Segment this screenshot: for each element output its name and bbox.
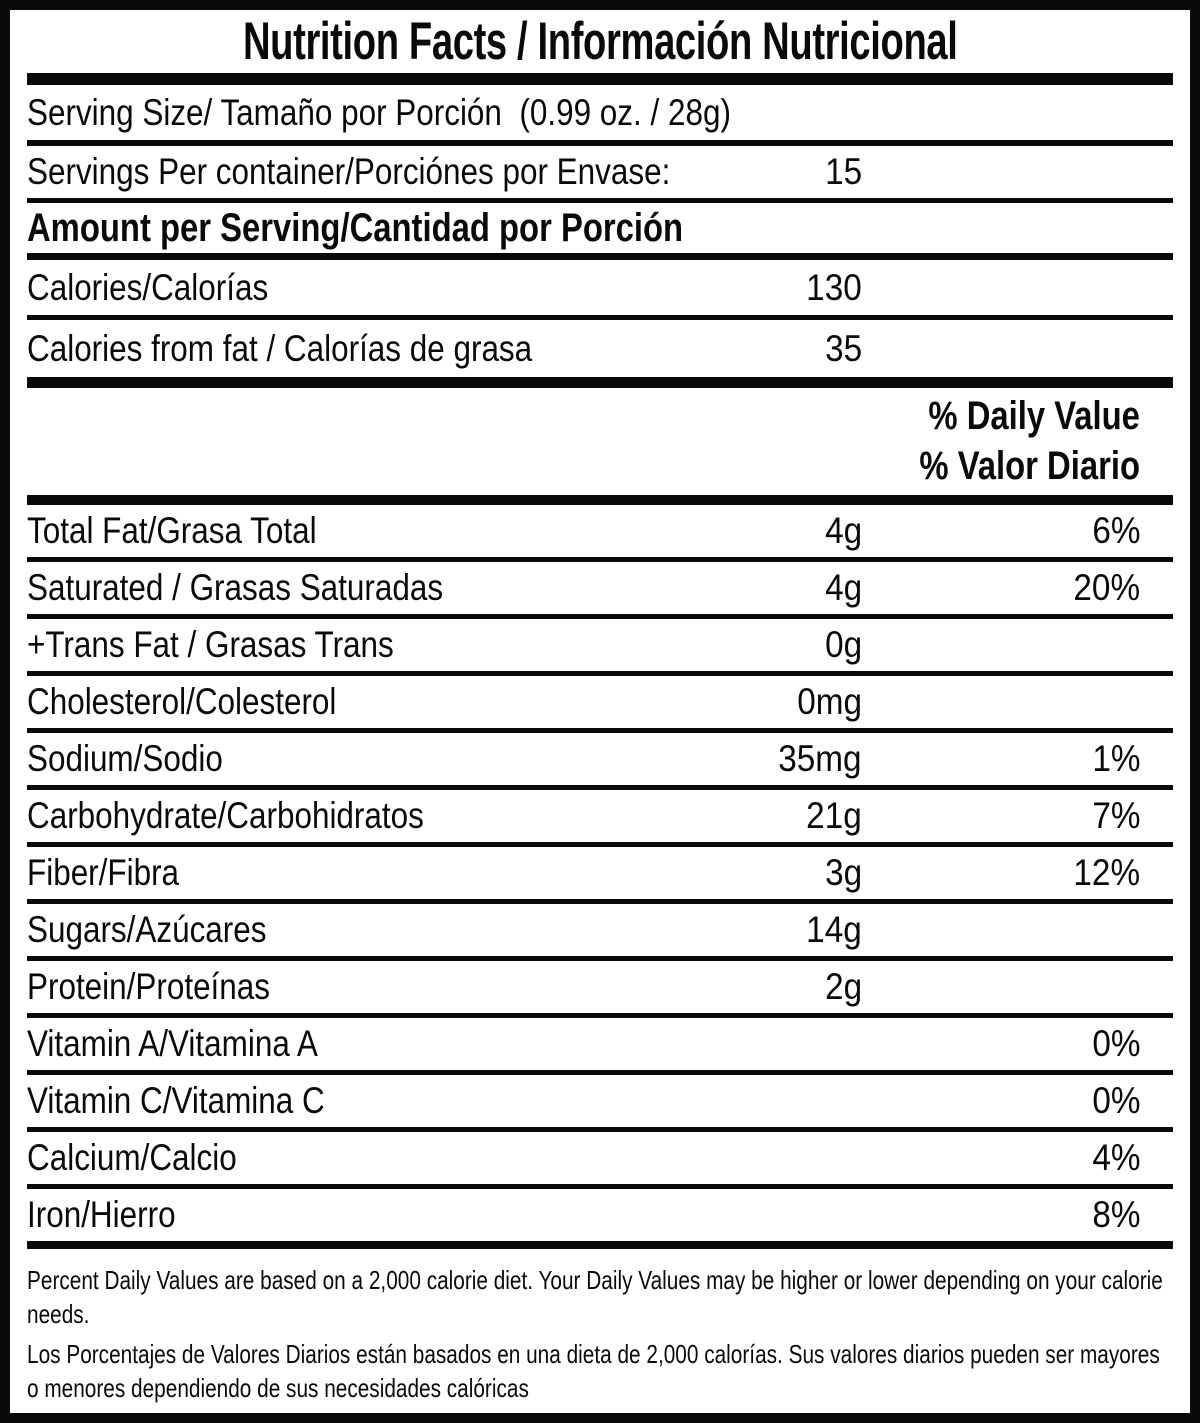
row-vitamin-c: Vitamin C/Vitamina C 0% [27, 1075, 1173, 1127]
nutrient-percent: 1% [1091, 738, 1140, 779]
nutrient-percent: 4% [1091, 1137, 1140, 1178]
nutrient-percent: 0% [1091, 1023, 1140, 1064]
servings-per-container-row: Servings Per container/Porciónes por Env… [27, 146, 1173, 198]
nutrient-amount: 14g [806, 909, 862, 950]
nutrient-label: Iron/Hierro [27, 1194, 176, 1235]
calories-label: Calories/Calorías [27, 266, 269, 308]
divider [27, 1070, 1173, 1075]
row-calcium: Calcium/Calcio 4% [27, 1132, 1173, 1184]
divider [27, 614, 1173, 619]
daily-value-header: % Daily Value % Valor Diario [27, 388, 1173, 495]
label-title-row: Nutrition Facts / Información Nutriciona… [27, 10, 1173, 73]
servings-per-container-value: 15 [824, 151, 862, 192]
divider [27, 377, 1173, 388]
divider [27, 899, 1173, 904]
nutrient-percent: 7% [1091, 795, 1140, 836]
serving-size-row: Serving Size/ Tamaño por Porción (0.99 o… [27, 85, 1173, 140]
row-fiber: Fiber/Fibra 3g 12% [27, 847, 1173, 899]
nutrient-label: Protein/Proteínas [27, 966, 271, 1007]
nutrient-label: Calcium/Calcio [27, 1137, 237, 1178]
divider [27, 557, 1173, 562]
nutrient-amount: 4g [824, 567, 862, 608]
nutrient-label: Cholesterol/Colesterol [27, 681, 337, 722]
row-sugars: Sugars/Azúcares 14g [27, 904, 1173, 956]
row-cholesterol: Cholesterol/Colesterol 0mg [27, 676, 1173, 728]
daily-value-header-es: % Valor Diario [919, 444, 1140, 489]
calories-from-fat-label: Calories from fat / Calorías de grasa [27, 327, 533, 369]
divider [27, 728, 1173, 733]
row-total-fat: Total Fat/Grasa Total 4g 6% [27, 505, 1173, 557]
divider [27, 671, 1173, 676]
nutrient-percent: 8% [1091, 1194, 1140, 1235]
nutrient-label: Vitamin C/Vitamina C [27, 1080, 325, 1121]
nutrient-amount: 2g [824, 966, 862, 1007]
calories-from-fat-row: Calories from fat / Calorías de grasa 35 [27, 320, 1173, 377]
divider [27, 1241, 1173, 1249]
calories-value: 130 [806, 266, 862, 308]
divider [27, 785, 1173, 790]
nutrient-percent: 12% [1073, 852, 1140, 893]
row-trans-fat: +Trans Fat / Grasas Trans 0g [27, 619, 1173, 671]
calories-from-fat-value: 35 [824, 327, 862, 369]
nutrient-amount: 0mg [797, 681, 862, 722]
nutrient-label: +Trans Fat / Grasas Trans [27, 624, 394, 665]
nutrient-amount: 21g [806, 795, 862, 836]
nutrient-label: Saturated / Grasas Saturadas [27, 567, 444, 608]
servings-per-container-label: Servings Per container/Porciónes por Env… [27, 151, 671, 192]
calories-row: Calories/Calorías 130 [27, 260, 1173, 315]
nutrient-percent: 6% [1091, 510, 1140, 551]
divider [27, 253, 1173, 260]
divider [27, 315, 1173, 320]
divider [27, 495, 1173, 505]
divider [27, 842, 1173, 847]
footnotes: Percent Daily Values are based on a 2,00… [27, 1249, 1173, 1413]
nutrient-label: Sugars/Azúcares [27, 909, 267, 950]
nutrient-amount: 4g [824, 510, 862, 551]
divider [27, 73, 1173, 85]
row-iron: Iron/Hierro 8% [27, 1189, 1173, 1241]
footnote-english: Percent Daily Values are based on a 2,00… [27, 1265, 1163, 1329]
divider [27, 956, 1173, 961]
nutrient-label: Fiber/Fibra [27, 852, 180, 893]
divider [27, 1127, 1173, 1132]
nutrient-label: Vitamin A/Vitamina A [27, 1023, 318, 1064]
divider [27, 1013, 1173, 1018]
row-vitamin-a: Vitamin A/Vitamina A 0% [27, 1018, 1173, 1070]
daily-value-header-en: % Daily Value [928, 393, 1140, 438]
divider [27, 198, 1173, 203]
amount-per-serving-text: Amount per Serving/Cantidad por Porción [27, 205, 684, 250]
label-title: Nutrition Facts / Información Nutriciona… [242, 12, 958, 71]
nutrient-label: Total Fat/Grasa Total [27, 510, 317, 551]
nutrient-amount: 35mg [778, 738, 862, 779]
nutrient-label: Carbohydrate/Carbohidratos [27, 795, 424, 836]
row-protein: Protein/Proteínas 2g [27, 961, 1173, 1013]
row-saturated-fat: Saturated / Grasas Saturadas 4g 20% [27, 562, 1173, 614]
row-sodium: Sodium/Sodio 35mg 1% [27, 733, 1173, 785]
divider [27, 1184, 1173, 1189]
nutrient-percent: 0% [1091, 1080, 1140, 1121]
row-carbohydrate: Carbohydrate/Carbohidratos 21g 7% [27, 790, 1173, 842]
divider [27, 140, 1173, 146]
amount-per-serving-header: Amount per Serving/Cantidad por Porción [27, 203, 1173, 253]
nutrient-amount: 3g [824, 852, 862, 893]
footnote-spanish: Los Porcentajes de Valores Diarios están… [27, 1339, 1160, 1403]
serving-size-text: Serving Size/ Tamaño por Porción (0.99 o… [27, 91, 731, 133]
nutrient-amount: 0g [824, 624, 862, 665]
nutrient-label: Sodium/Sodio [27, 738, 223, 779]
nutrient-percent: 20% [1073, 567, 1140, 608]
